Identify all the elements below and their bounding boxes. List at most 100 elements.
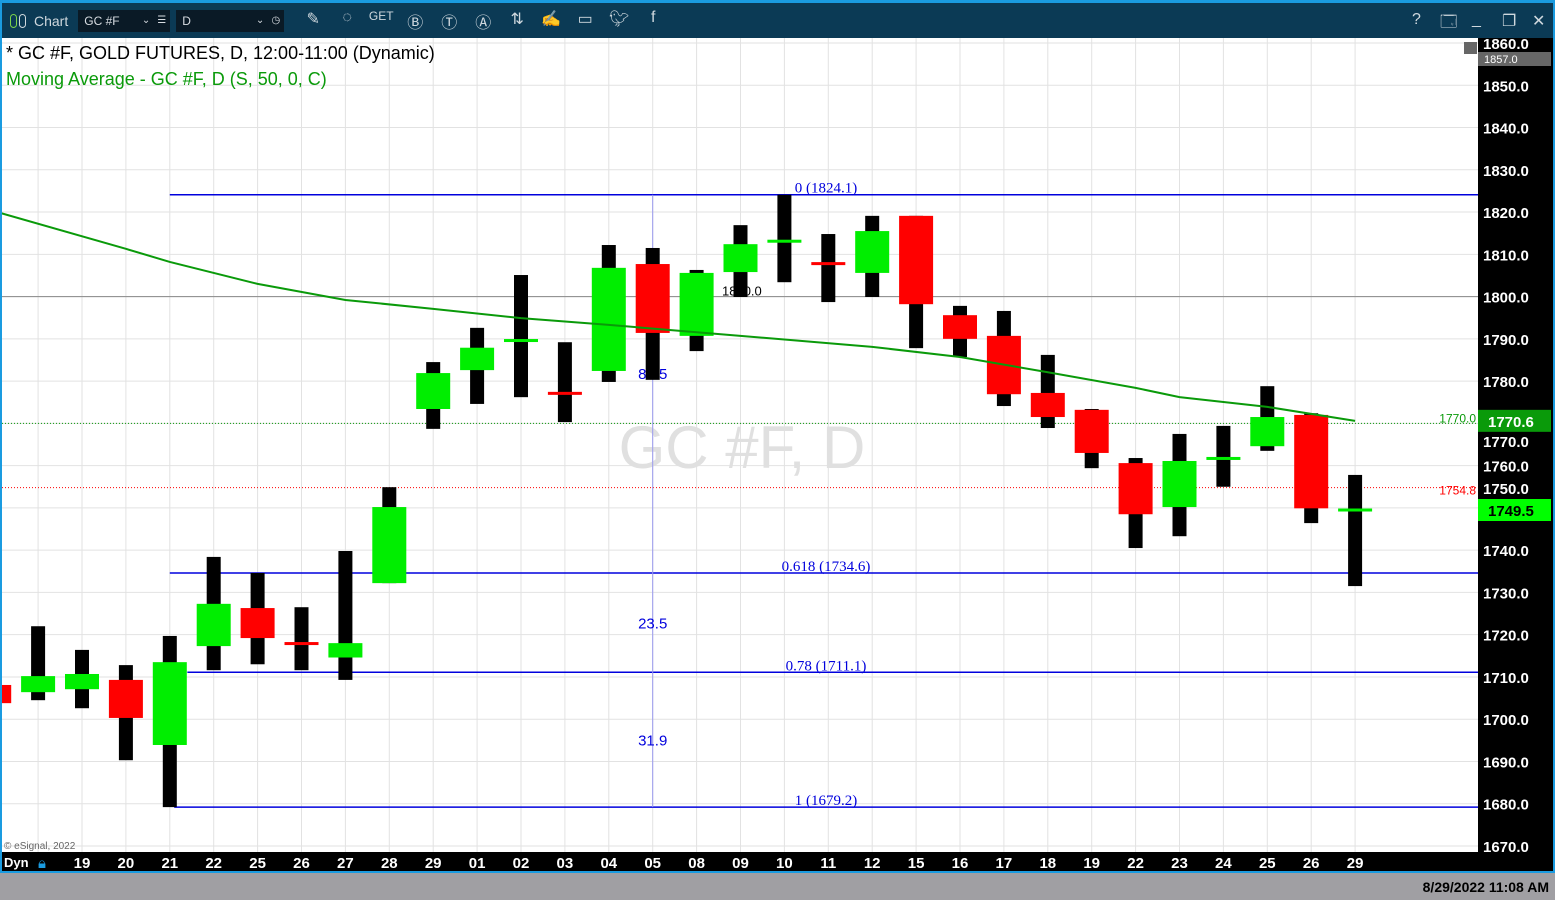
candle-wick bbox=[821, 234, 836, 303]
chevron-down-icon[interactable]: ⌄ bbox=[141, 15, 151, 26]
date-tick-label: 23 bbox=[1171, 855, 1188, 872]
b-icon[interactable]: Ⓑ bbox=[407, 14, 424, 32]
toolbar: Chart GC #F ⌄ ☰ D ⌄ ◷ ✎ ◌ GET Ⓑ Ⓣ Ⓐ ⇅ ✍ ▭ 🐦︎… bbox=[0, 0, 1555, 38]
candle-down bbox=[0, 684, 12, 704]
price-chart[interactable]: GC #F, D 1770.0 1754.8 0 (1824.1) 0.618 (173… bbox=[0, 36, 1553, 873]
candle-up bbox=[723, 244, 758, 273]
price-marker bbox=[1478, 409, 1551, 432]
reference-line-label: 1754.8 bbox=[1439, 484, 1476, 498]
price-marker bbox=[1478, 499, 1551, 522]
candle-up bbox=[196, 603, 231, 647]
fib-level-label: 1 (1679.2) bbox=[795, 793, 858, 809]
date-tick-label: 16 bbox=[952, 855, 969, 872]
date-tick-label: 26 bbox=[293, 855, 310, 872]
fib-ratio-label: 31.9 bbox=[638, 732, 667, 749]
moving-average-legend[interactable]: Moving Average - GC #F, D (S, 50, 0, C) bbox=[6, 69, 327, 89]
price-tick-label: 1710.0 bbox=[1483, 670, 1529, 687]
candle-up bbox=[855, 231, 890, 273]
app-logo-icon bbox=[10, 13, 26, 28]
price-tick-label: 1730.0 bbox=[1483, 585, 1529, 602]
candle-doji bbox=[1338, 508, 1373, 512]
restore-icon[interactable]: ❐ bbox=[1502, 13, 1517, 30]
candle-wick bbox=[514, 275, 528, 398]
candle-doji bbox=[504, 339, 538, 343]
fib-level-label: 0.78 (1711.1) bbox=[786, 658, 867, 674]
dyn-label: Dyn bbox=[4, 855, 29, 870]
price-tick-label: 1750.0 bbox=[1483, 481, 1529, 498]
study-icon[interactable]: ◌ bbox=[342, 8, 352, 26]
chat-icon[interactable]: ▭ bbox=[577, 10, 593, 28]
candle-up bbox=[1162, 460, 1197, 508]
date-tick-label: 25 bbox=[249, 855, 266, 872]
date-tick-label: 12 bbox=[864, 855, 881, 872]
price-tick-label: 1690.0 bbox=[1483, 754, 1529, 771]
candle-down bbox=[1294, 414, 1329, 509]
date-tick-label: 22 bbox=[1127, 855, 1144, 872]
date-tick-label: 18 bbox=[1039, 855, 1056, 872]
lock-icon: 🔒︎ bbox=[38, 855, 46, 872]
date-tick-label: 01 bbox=[469, 855, 486, 872]
candle-down bbox=[635, 264, 670, 333]
date-tick-label: 22 bbox=[205, 855, 222, 872]
candle-up bbox=[152, 662, 187, 745]
clock-icon[interactable]: ◷ bbox=[271, 15, 281, 26]
candle-doji bbox=[811, 262, 846, 266]
price-tick-label: 1860.0 bbox=[1483, 38, 1529, 53]
price-tick-label: 1800.0 bbox=[1483, 290, 1529, 307]
candle-wick bbox=[1040, 354, 1055, 429]
close-icon[interactable]: ✕ bbox=[1532, 13, 1546, 30]
date-tick-label: 28 bbox=[381, 855, 398, 872]
date-tick-label: 25 bbox=[1259, 855, 1276, 872]
candle-down bbox=[1118, 463, 1153, 515]
pencil-icon[interactable]: ✎ bbox=[306, 10, 320, 28]
price-tick-label: 1740.0 bbox=[1483, 543, 1529, 560]
date-tick-label: 27 bbox=[337, 855, 354, 872]
candle-doji bbox=[767, 239, 802, 243]
candle-down bbox=[1030, 392, 1065, 418]
candle-wick bbox=[1348, 474, 1363, 587]
twitter-icon[interactable]: 🐦︎ bbox=[609, 10, 630, 28]
candle-up bbox=[591, 267, 626, 371]
a-icon[interactable]: Ⓐ bbox=[475, 14, 492, 32]
date-tick-label: 09 bbox=[732, 855, 749, 872]
date-tick-label: 03 bbox=[557, 855, 574, 872]
candle-down bbox=[943, 315, 977, 339]
candle-up bbox=[679, 272, 714, 336]
candle-up bbox=[460, 347, 495, 371]
fib-level-label: 0 (1824.1) bbox=[795, 181, 858, 197]
watermark: GC #F, D bbox=[619, 414, 866, 481]
fib-ratio-label: 23.5 bbox=[638, 615, 667, 632]
note-icon[interactable]: ✍ bbox=[541, 10, 562, 28]
price-marker-label: 1770.6 bbox=[1488, 414, 1534, 431]
t-icon[interactable]: Ⓣ bbox=[441, 14, 458, 32]
layout-icon[interactable]: 🗔︎ bbox=[1440, 14, 1458, 31]
candle-up bbox=[328, 643, 363, 658]
date-tick-label: 04 bbox=[600, 855, 617, 872]
candle-doji bbox=[547, 391, 582, 395]
candle-doji bbox=[284, 642, 319, 646]
candle-up bbox=[416, 373, 451, 409]
candle-wick bbox=[1216, 425, 1231, 487]
get-icon[interactable]: GET bbox=[368, 8, 394, 23]
candle-up bbox=[1250, 417, 1285, 447]
facebook-icon[interactable]: f bbox=[651, 8, 656, 26]
date-tick-label: 05 bbox=[644, 855, 661, 872]
chevron-down-icon[interactable]: ⌄ bbox=[255, 15, 265, 26]
chart-panel[interactable]: GC #F, D 1770.0 1754.8 0 (1824.1) 0.618 (173… bbox=[0, 36, 1555, 873]
interval-select[interactable]: D ⌄ ◷ bbox=[176, 9, 285, 32]
status-time: 8/29/2022 11:08 AM bbox=[1422, 879, 1549, 895]
candle-down bbox=[240, 608, 275, 639]
price-marker-label: 1749.5 bbox=[1488, 503, 1534, 520]
symbol-input[interactable]: GC #F ⌄ ☰ bbox=[78, 9, 171, 32]
menu-icon[interactable]: ☰ bbox=[157, 15, 167, 26]
price-tick-label: 1840.0 bbox=[1483, 121, 1529, 138]
minimize-icon[interactable]: _ bbox=[1472, 11, 1481, 28]
price-tick-label: 1670.0 bbox=[1483, 839, 1529, 856]
arrows-icon[interactable]: ⇅ bbox=[510, 10, 524, 28]
fib-level-label: 0.618 (1734.6) bbox=[782, 559, 871, 575]
date-tick-label: 29 bbox=[425, 855, 442, 872]
price-tick-label: 1720.0 bbox=[1483, 628, 1529, 645]
help-icon[interactable]: ? bbox=[1412, 11, 1421, 28]
price-tick-label: 1770.0 bbox=[1483, 434, 1529, 451]
price-tick-label: 1810.0 bbox=[1483, 247, 1529, 264]
